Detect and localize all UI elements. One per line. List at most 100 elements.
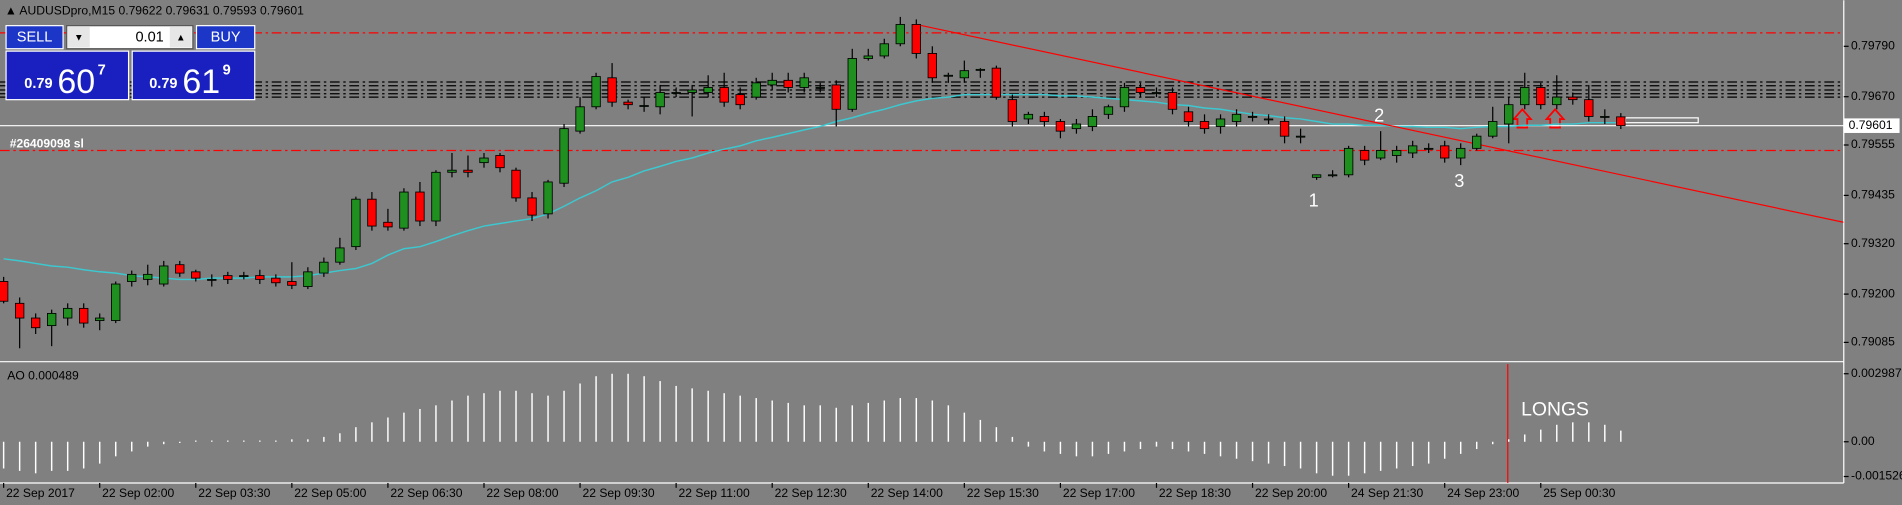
candle-body	[1199, 121, 1210, 130]
candle-body	[415, 191, 425, 222]
lot-decrease[interactable]	[67, 26, 90, 48]
candle-body	[1327, 174, 1338, 177]
annotation: 2	[1374, 105, 1384, 125]
sell-button[interactable]	[5, 25, 64, 50]
candle-body	[383, 221, 393, 228]
candle-body	[575, 106, 585, 132]
candle-body	[191, 271, 201, 279]
buy-price-big[interactable]: 61	[182, 63, 220, 101]
candle-body	[1359, 150, 1370, 161]
trade-panel: SELL ▼ ▲ 0.01 BUY 0.79 60 7 0.79 61 9	[5, 25, 256, 101]
candle-body	[1472, 135, 1482, 149]
y-tick-label: 0.79670	[1851, 89, 1895, 103]
candle-body	[831, 84, 841, 110]
indicator-title: AO 0.000489	[7, 368, 79, 382]
candle-body	[95, 317, 105, 321]
candle-body	[1552, 96, 1562, 106]
lot-increase[interactable]	[169, 26, 192, 48]
candle-body	[319, 261, 329, 274]
candle-body	[895, 24, 905, 45]
candle-body	[223, 275, 233, 280]
x-tick-label: 25 Sep 00:30	[1543, 486, 1615, 500]
price-tag-label: 0.79601	[1849, 118, 1893, 132]
x-tick-label: 22 Sep 2017	[6, 486, 75, 500]
sell-price-box[interactable]	[5, 50, 130, 101]
y-tick-label: 0.79320	[1851, 236, 1895, 250]
lot-input[interactable]	[66, 25, 194, 50]
x-tick-label: 22 Sep 12:30	[775, 486, 847, 500]
y-tick-label: 0.79790	[1851, 39, 1895, 53]
candle-body	[255, 275, 265, 280]
x-tick-label: 22 Sep 08:00	[486, 486, 558, 500]
candle-body	[991, 67, 1002, 98]
candle-body	[1520, 87, 1530, 106]
candle-body	[591, 76, 601, 108]
candle-body	[79, 307, 89, 324]
buy-price-prefix[interactable]: 0.79	[149, 76, 177, 92]
candle-body	[143, 273, 153, 280]
candle-body	[1007, 99, 1018, 122]
candle-body	[511, 169, 521, 199]
annotation: LONGS	[1521, 398, 1589, 420]
y-tick-label: 0.79085	[1851, 335, 1895, 349]
y-tick-label: 0.79555	[1851, 137, 1895, 151]
candle-body	[1488, 121, 1498, 137]
candle-body	[1151, 92, 1162, 94]
candle-body	[1055, 121, 1066, 132]
sell-price-big[interactable]: 60	[57, 63, 95, 101]
sell-price-prefix[interactable]: 0.79	[24, 76, 52, 92]
lot-value[interactable]: 0.01	[135, 30, 163, 46]
candle-body	[1536, 87, 1546, 106]
sell-label[interactable]: SELL	[17, 30, 53, 46]
sell-price[interactable]: 0.79 60 7	[24, 62, 105, 100]
chart-title: AUDUSDpro,M15 0.79622 0.79631 0.79593 0.…	[19, 3, 304, 17]
candle-body	[799, 77, 809, 88]
candle-body	[271, 277, 281, 284]
candle-body	[63, 307, 73, 319]
buy-price[interactable]: 0.79 61 9	[149, 62, 230, 100]
buy-label[interactable]: BUY	[211, 30, 241, 46]
x-tick-label: 22 Sep 09:30	[582, 486, 654, 500]
candle-body	[239, 275, 249, 278]
buy-price-box[interactable]	[131, 50, 256, 101]
candle-body	[719, 87, 729, 103]
lot-decrease-icon[interactable]: ▼	[74, 32, 84, 43]
candle-body	[1135, 87, 1146, 93]
candle-body	[1408, 145, 1418, 154]
candle-body	[111, 283, 121, 321]
order-label: #26409098 sl	[10, 137, 84, 151]
candle-body	[1263, 118, 1274, 121]
candle-body	[767, 79, 777, 86]
candle-body	[1071, 123, 1082, 130]
x-tick-label: 22 Sep 17:00	[1063, 486, 1135, 500]
annotation: 1	[1309, 190, 1319, 210]
x-tick-label: 24 Sep 21:30	[1351, 486, 1423, 500]
sell-price-small[interactable]: 7	[98, 62, 106, 78]
candle-body	[1456, 147, 1466, 159]
buy-price-small[interactable]: 9	[223, 62, 231, 78]
candle-body	[1023, 113, 1034, 120]
price-tag	[1843, 118, 1900, 133]
candle-body	[495, 155, 505, 169]
candle-body	[1247, 116, 1258, 118]
candle-body	[527, 197, 537, 216]
candle-body	[783, 79, 793, 88]
candle-body	[1375, 150, 1386, 159]
candle-body	[0, 281, 9, 302]
candle-body	[911, 24, 921, 54]
candle-body	[127, 273, 137, 282]
x-tick-label: 22 Sep 06:30	[390, 486, 462, 500]
candle-body	[1343, 147, 1354, 176]
candle-body	[303, 271, 313, 287]
y-tick-label: 0.00	[1851, 434, 1875, 448]
candle-body	[1440, 145, 1450, 159]
candle-body	[287, 281, 297, 286]
lot-increase-icon[interactable]: ▲	[176, 32, 186, 43]
buy-button[interactable]	[195, 25, 256, 50]
x-tick-label: 22 Sep 11:00	[679, 486, 750, 500]
candle-body	[335, 247, 345, 263]
candle-body	[847, 58, 857, 110]
